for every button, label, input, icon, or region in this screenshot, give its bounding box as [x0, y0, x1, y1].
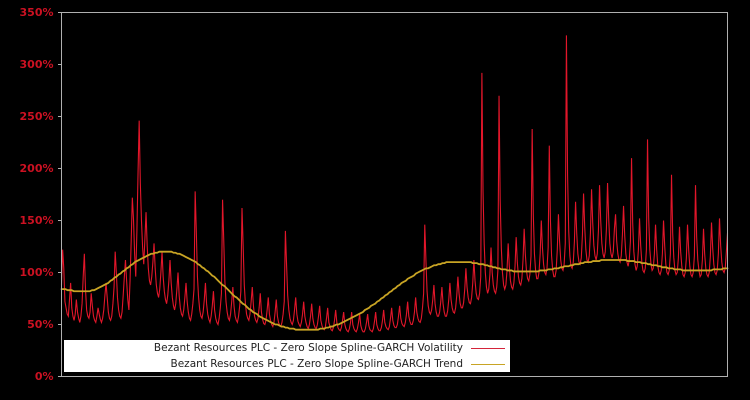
trend-series-line: [60, 250, 729, 331]
volatility-series-line: [60, 35, 729, 333]
legend-swatch-volatility: [471, 347, 505, 349]
y-axis-tick-label: 100%: [19, 265, 54, 279]
y-axis-tick-label: 200%: [19, 161, 54, 175]
y-axis-tick-label: 50%: [27, 317, 54, 331]
chart-legend: Bezant Resources PLC - Zero Slope Spline…: [63, 339, 511, 373]
legend-swatch-trend: [471, 363, 505, 365]
legend-label-trend: Bezant Resources PLC - Zero Slope Spline…: [170, 358, 463, 370]
y-axis-tick-label: 250%: [19, 109, 54, 123]
y-axis-ticks: [58, 12, 62, 377]
legend-entry-trend: Bezant Resources PLC - Zero Slope Spline…: [64, 356, 510, 372]
y-axis-tick-label: 0%: [34, 369, 54, 383]
y-axis-tick-label: 350%: [19, 5, 54, 19]
legend-entry-volatility: Bezant Resources PLC - Zero Slope Spline…: [64, 340, 510, 356]
plot-area-border: [61, 12, 728, 377]
y-axis-tick-label: 300%: [19, 57, 54, 71]
legend-label-volatility: Bezant Resources PLC - Zero Slope Spline…: [153, 342, 463, 354]
y-axis-tick-label: 150%: [19, 213, 54, 227]
